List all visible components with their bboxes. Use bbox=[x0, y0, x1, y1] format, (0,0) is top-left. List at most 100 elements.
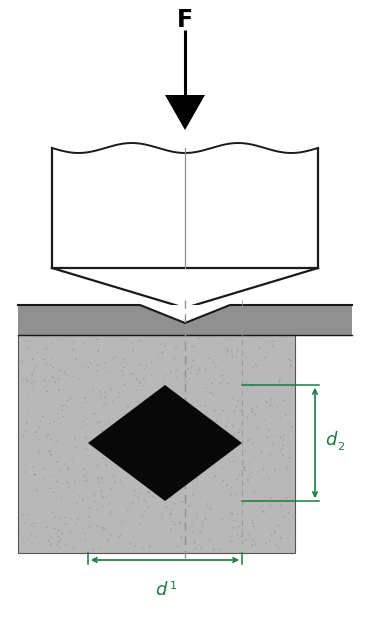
Point bbox=[47, 446, 53, 456]
Point bbox=[59, 463, 65, 473]
Point bbox=[218, 370, 224, 380]
Point bbox=[190, 517, 196, 527]
Point bbox=[226, 445, 232, 455]
Point bbox=[80, 422, 85, 432]
Point bbox=[30, 518, 36, 529]
Point bbox=[110, 424, 116, 434]
Point bbox=[68, 391, 74, 401]
Point bbox=[104, 534, 110, 544]
Point bbox=[112, 352, 118, 362]
Point bbox=[151, 492, 157, 502]
Point bbox=[284, 493, 290, 503]
Point bbox=[43, 359, 49, 369]
Point bbox=[200, 516, 206, 526]
Point bbox=[229, 510, 235, 520]
Point bbox=[203, 383, 209, 393]
Point bbox=[69, 350, 75, 360]
Point bbox=[230, 422, 236, 432]
Point bbox=[235, 530, 241, 540]
Point bbox=[146, 488, 152, 498]
Point bbox=[121, 354, 127, 364]
Point bbox=[229, 536, 235, 546]
Point bbox=[223, 348, 229, 358]
Point bbox=[230, 394, 236, 404]
Point bbox=[123, 447, 129, 457]
Point bbox=[192, 537, 198, 548]
Point bbox=[195, 475, 201, 485]
Point bbox=[241, 457, 247, 467]
Point bbox=[36, 422, 42, 432]
Point bbox=[26, 391, 32, 401]
Point bbox=[32, 360, 38, 370]
Point bbox=[130, 345, 136, 355]
Point bbox=[159, 490, 165, 500]
Point bbox=[98, 472, 104, 482]
Point bbox=[160, 435, 166, 445]
Point bbox=[138, 360, 144, 370]
Polygon shape bbox=[165, 95, 205, 130]
Point bbox=[131, 530, 137, 541]
Point bbox=[54, 404, 60, 415]
Point bbox=[206, 353, 212, 363]
Point bbox=[275, 401, 280, 411]
Point bbox=[272, 475, 278, 486]
Point bbox=[103, 492, 109, 503]
Point bbox=[288, 453, 294, 463]
Point bbox=[198, 527, 204, 537]
Point bbox=[81, 338, 87, 348]
Point bbox=[219, 515, 225, 525]
Point bbox=[263, 491, 269, 501]
Point bbox=[47, 376, 53, 386]
Point bbox=[55, 532, 61, 542]
Point bbox=[48, 434, 54, 444]
Point bbox=[227, 391, 233, 401]
Point bbox=[28, 360, 34, 370]
Point bbox=[82, 529, 88, 539]
Point bbox=[63, 459, 68, 469]
Point bbox=[215, 423, 221, 433]
Point bbox=[87, 522, 93, 532]
Point bbox=[124, 441, 130, 451]
Point bbox=[50, 403, 56, 413]
Point bbox=[96, 543, 102, 553]
Point bbox=[264, 398, 270, 408]
Point bbox=[231, 370, 237, 380]
Point bbox=[267, 501, 273, 511]
Point bbox=[44, 360, 50, 370]
Point bbox=[105, 426, 111, 436]
Point bbox=[157, 511, 163, 521]
Point bbox=[212, 406, 218, 416]
Point bbox=[135, 353, 141, 363]
Point bbox=[267, 536, 273, 546]
Point bbox=[179, 482, 185, 492]
Point bbox=[123, 417, 129, 427]
Point bbox=[280, 450, 286, 460]
Point bbox=[134, 374, 140, 384]
Point bbox=[103, 460, 109, 470]
Point bbox=[171, 453, 177, 463]
Point bbox=[26, 376, 32, 386]
Point bbox=[178, 467, 184, 477]
Point bbox=[135, 492, 141, 503]
Point bbox=[273, 541, 279, 551]
Point bbox=[209, 378, 215, 388]
Point bbox=[94, 334, 100, 344]
Point bbox=[59, 511, 65, 521]
Point bbox=[227, 457, 233, 467]
Point bbox=[41, 344, 47, 354]
Point bbox=[102, 392, 108, 403]
Point bbox=[231, 456, 236, 467]
Point bbox=[72, 477, 78, 487]
Point bbox=[19, 356, 25, 366]
Point bbox=[49, 338, 55, 348]
Point bbox=[83, 492, 89, 502]
Point bbox=[272, 371, 278, 381]
Point bbox=[175, 419, 181, 429]
Point bbox=[268, 493, 273, 503]
Point bbox=[228, 532, 233, 542]
Point bbox=[224, 346, 230, 356]
Point bbox=[119, 367, 125, 377]
Point bbox=[47, 532, 53, 542]
Point bbox=[145, 501, 151, 511]
Point bbox=[151, 512, 157, 522]
